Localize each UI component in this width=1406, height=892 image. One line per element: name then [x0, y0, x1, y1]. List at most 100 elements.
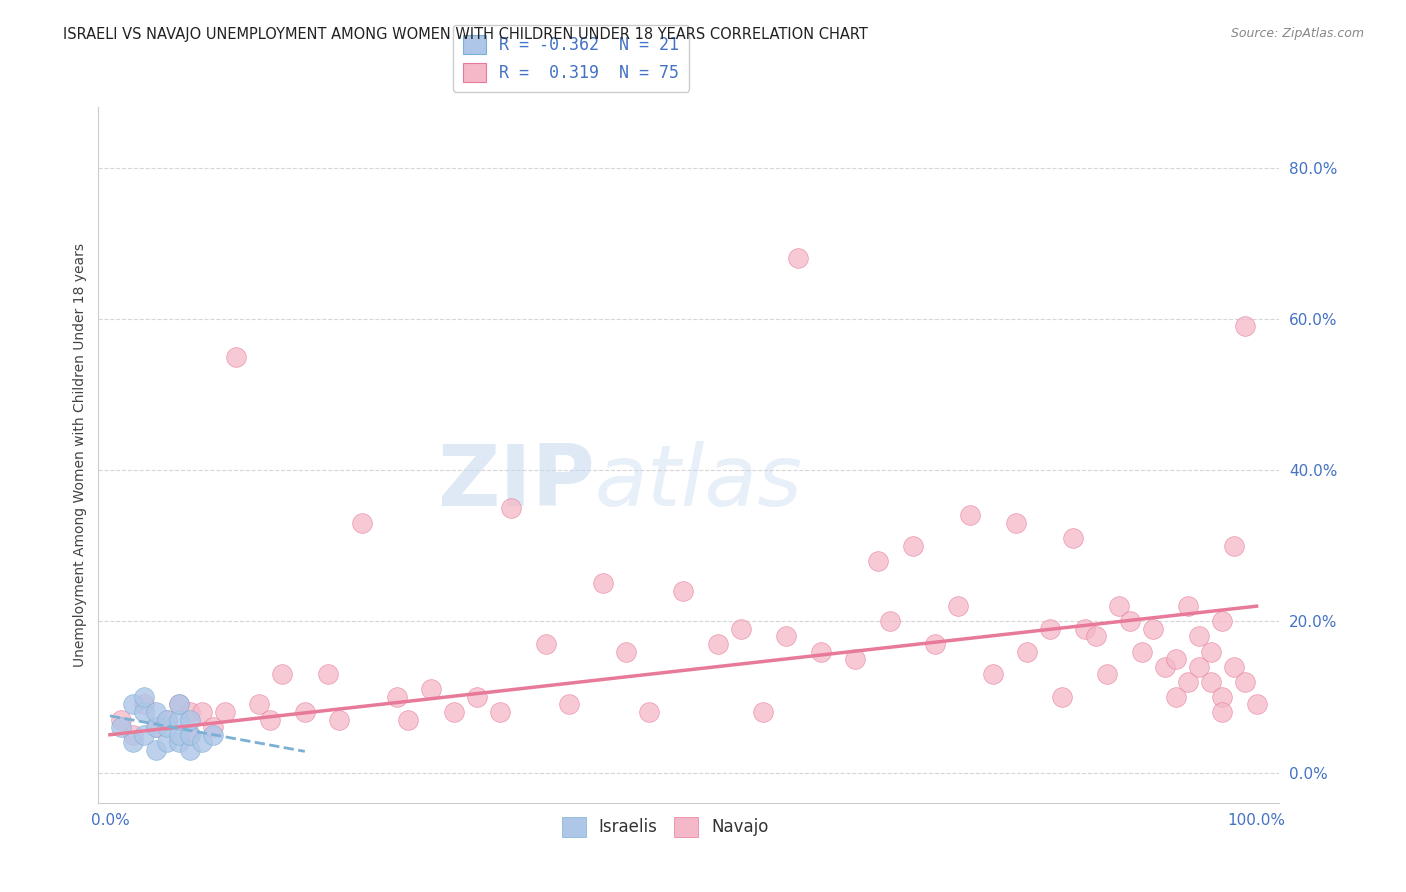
Point [752, 705, 775, 719]
Point [121, 728, 143, 742]
Point [1234, 319, 1257, 334]
Point [1222, 539, 1244, 553]
Point [1004, 516, 1026, 530]
Point [592, 576, 614, 591]
Point [488, 705, 510, 719]
Point [225, 350, 247, 364]
Point [385, 690, 408, 704]
Point [1050, 690, 1073, 704]
Point [706, 637, 728, 651]
Point [844, 652, 866, 666]
Point [1108, 599, 1130, 614]
Point [868, 554, 890, 568]
Point [179, 728, 201, 742]
Point [1211, 690, 1233, 704]
Point [121, 735, 143, 749]
Point [1188, 629, 1211, 643]
Point [202, 728, 225, 742]
Point [1166, 652, 1188, 666]
Y-axis label: Unemployment Among Women with Children Under 18 years: Unemployment Among Women with Children U… [73, 243, 87, 667]
Point [1188, 659, 1211, 673]
Text: Source: ZipAtlas.com: Source: ZipAtlas.com [1230, 27, 1364, 40]
Point [1199, 674, 1222, 689]
Point [167, 698, 190, 712]
Point [557, 698, 579, 712]
Point [1199, 644, 1222, 658]
Point [259, 713, 281, 727]
Text: atlas: atlas [595, 442, 803, 524]
Point [534, 637, 557, 651]
Point [156, 735, 179, 749]
Point [730, 622, 752, 636]
Point [145, 705, 167, 719]
Legend: Israelis, Navajo: Israelis, Navajo [555, 811, 775, 843]
Point [810, 644, 832, 658]
Point [247, 698, 270, 712]
Point [110, 713, 132, 727]
Point [786, 252, 808, 266]
Point [167, 735, 190, 749]
Point [1085, 629, 1108, 643]
Point [202, 720, 225, 734]
Point [1130, 644, 1153, 658]
Point [924, 637, 946, 651]
Point [948, 599, 970, 614]
Text: ISRAELI VS NAVAJO UNEMPLOYMENT AMONG WOMEN WITH CHILDREN UNDER 18 YEARS CORRELAT: ISRAELI VS NAVAJO UNEMPLOYMENT AMONG WOM… [63, 27, 868, 42]
Point [1017, 644, 1039, 658]
Point [167, 698, 190, 712]
Point [167, 728, 190, 742]
Point [1119, 615, 1142, 629]
Point [294, 705, 316, 719]
Point [179, 705, 201, 719]
Point [775, 629, 797, 643]
Point [270, 667, 292, 681]
Point [121, 698, 143, 712]
Point [145, 720, 167, 734]
Point [167, 713, 190, 727]
Point [1153, 659, 1175, 673]
Point [156, 713, 179, 727]
Point [110, 720, 132, 734]
Point [1222, 659, 1244, 673]
Point [420, 682, 443, 697]
Point [465, 690, 488, 704]
Point [443, 705, 465, 719]
Point [1097, 667, 1119, 681]
Point [1211, 705, 1233, 719]
Point [1211, 615, 1233, 629]
Point [179, 728, 201, 742]
Point [134, 728, 156, 742]
Point [1039, 622, 1062, 636]
Point [134, 705, 156, 719]
Point [614, 644, 637, 658]
Point [1246, 698, 1268, 712]
Point [156, 713, 179, 727]
Point [328, 713, 350, 727]
Point [637, 705, 659, 719]
Point [1166, 690, 1188, 704]
Point [1062, 531, 1084, 545]
Point [316, 667, 339, 681]
Point [1177, 674, 1199, 689]
Point [1073, 622, 1095, 636]
Point [134, 698, 156, 712]
Point [396, 713, 419, 727]
Point [145, 720, 167, 734]
Point [214, 705, 236, 719]
Point [190, 735, 212, 749]
Point [501, 500, 523, 515]
Text: ZIP: ZIP [437, 442, 595, 524]
Point [1234, 674, 1257, 689]
Point [959, 508, 981, 523]
Point [179, 743, 201, 757]
Point [352, 516, 374, 530]
Point [981, 667, 1004, 681]
Point [901, 539, 924, 553]
Point [190, 705, 212, 719]
Point [145, 743, 167, 757]
Point [1177, 599, 1199, 614]
Point [156, 720, 179, 734]
Point [179, 713, 201, 727]
Point [672, 584, 695, 599]
Point [1142, 622, 1164, 636]
